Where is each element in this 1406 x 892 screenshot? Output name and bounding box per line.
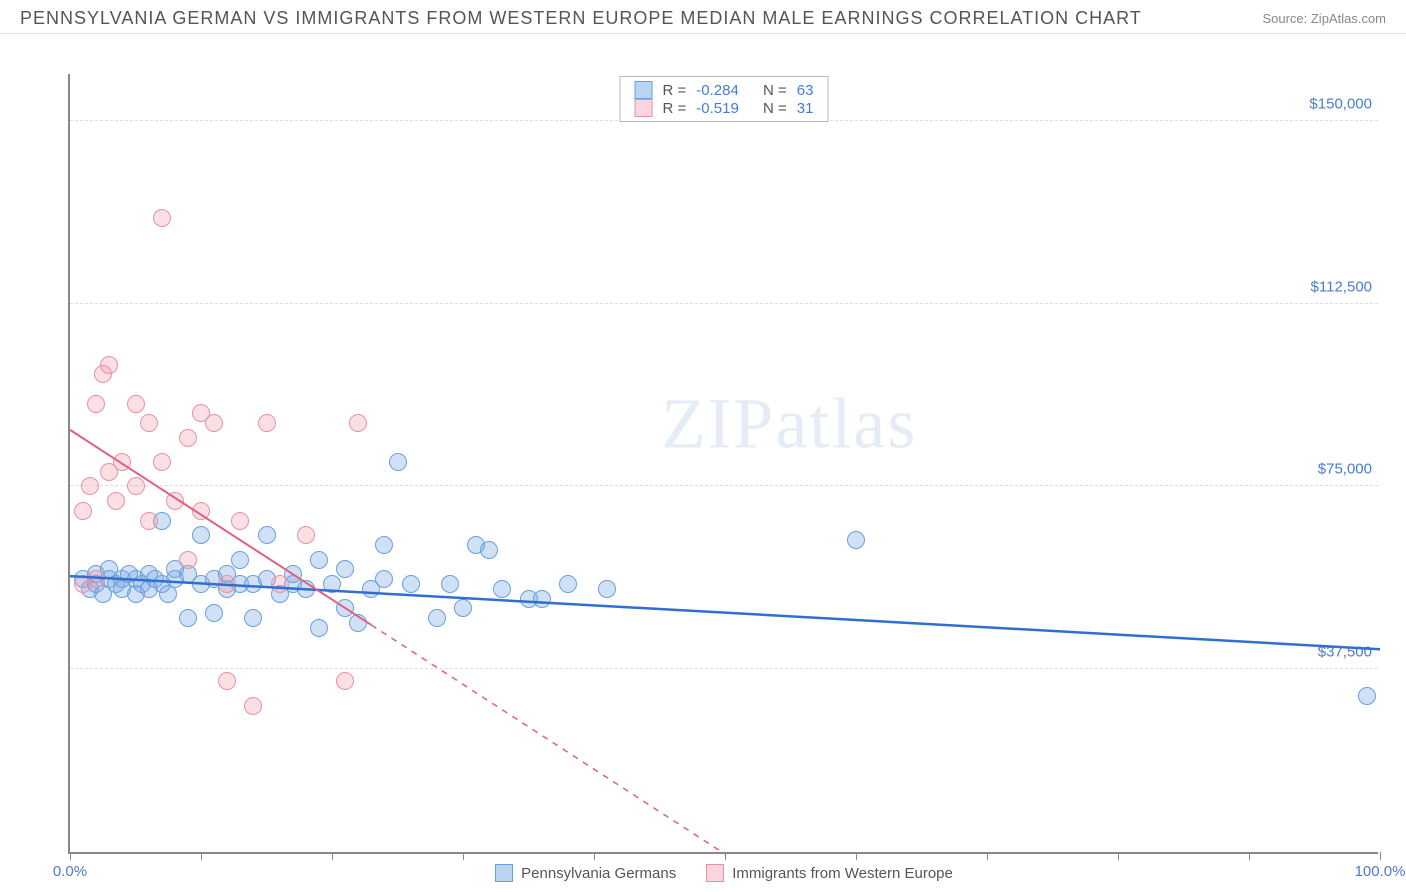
r-label: R = [663,82,687,99]
x-tick [1380,852,1381,860]
n-value: 63 [797,82,814,99]
legend-item: Immigrants from Western Europe [706,864,953,882]
stats-legend-row: R = -0.284 N = 63 [635,81,814,99]
r-label: R = [663,100,687,117]
series-legend: Pennsylvania Germans Immigrants from West… [70,864,1378,882]
stats-legend-row: R = -0.519 N = 31 [635,99,814,117]
legend-label: Pennsylvania Germans [521,865,676,882]
stats-legend: R = -0.284 N = 63 R = -0.519 N = 31 [620,76,829,122]
n-label: N = [763,82,787,99]
plot-region: ZIPatlas R = -0.284 N = 63 R = -0.519 N … [68,74,1378,854]
legend-swatch [706,864,724,882]
legend-swatch [635,81,653,99]
regression-lines [70,74,1380,854]
chart-header: PENNSYLVANIA GERMAN VS IMMIGRANTS FROM W… [0,0,1406,34]
legend-label: Immigrants from Western Europe [732,865,953,882]
chart-title: PENNSYLVANIA GERMAN VS IMMIGRANTS FROM W… [20,8,1142,29]
r-value: -0.519 [696,100,739,117]
chart-source: Source: ZipAtlas.com [1262,11,1386,26]
n-label: N = [763,100,787,117]
legend-swatch [635,99,653,117]
n-value: 31 [797,100,814,117]
legend-swatch [495,864,513,882]
legend-item: Pennsylvania Germans [495,864,676,882]
r-value: -0.284 [696,82,739,99]
